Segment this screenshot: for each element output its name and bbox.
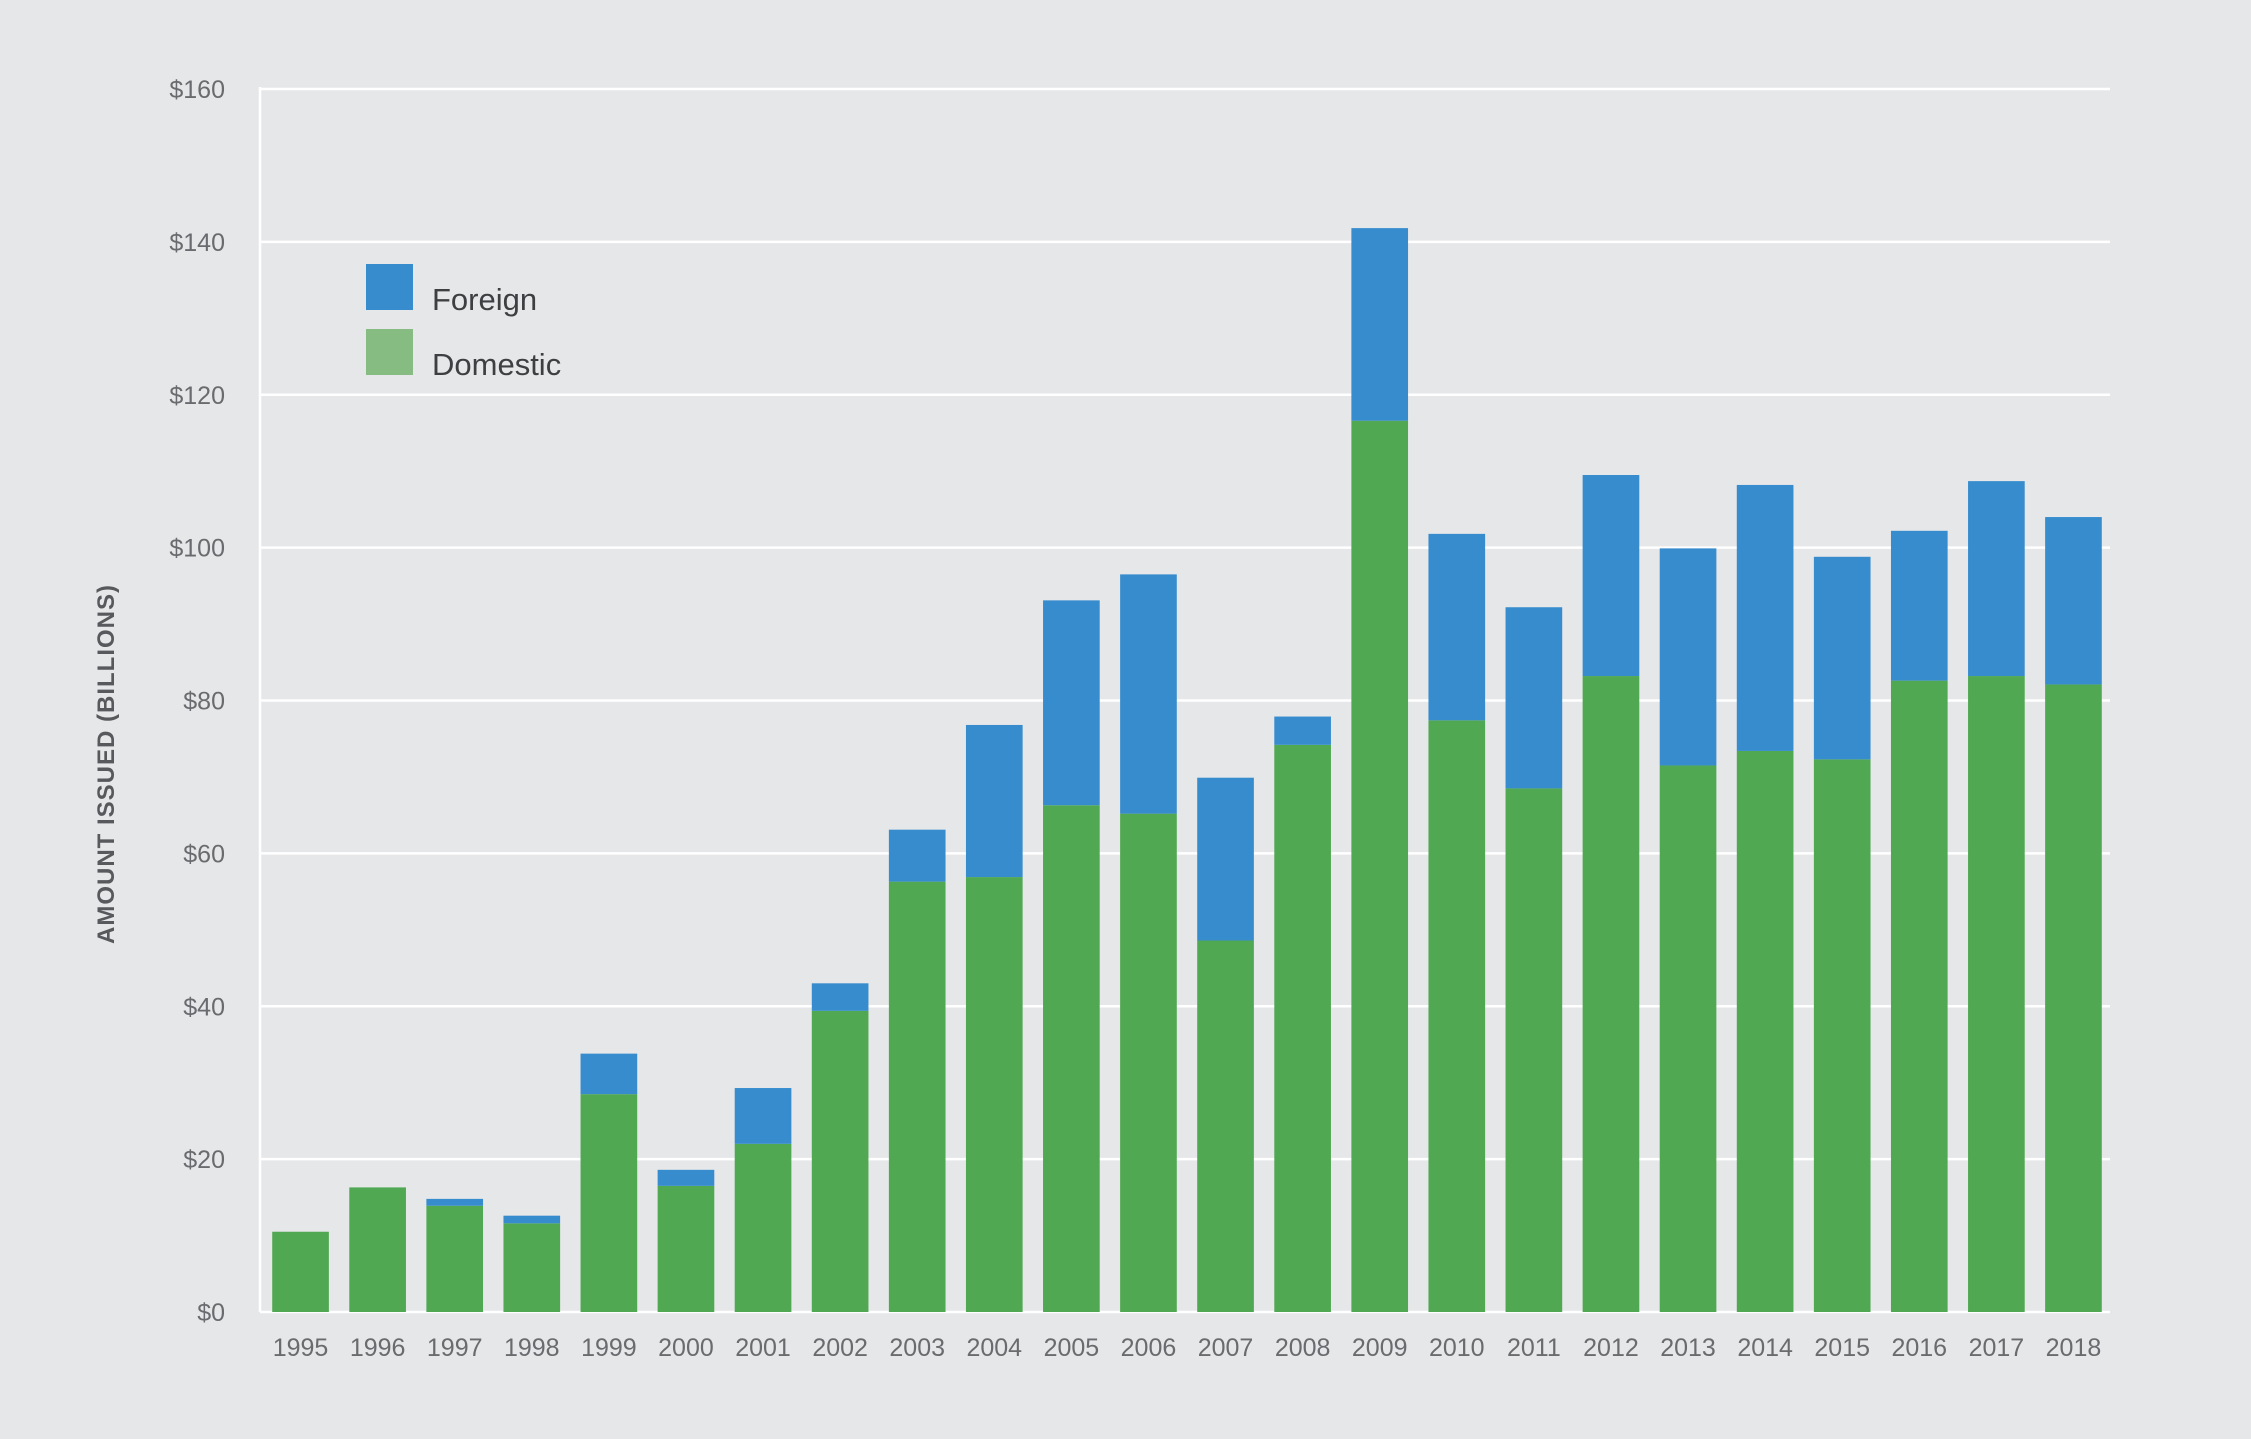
legend-swatch-domestic [366, 329, 413, 375]
y-tick-label: $40 [183, 993, 225, 1021]
bar-domestic-2018 [2045, 684, 2102, 1312]
y-tick-labels: $0 $20 $40 $60 $80 $100 $120 $140 $160 [169, 76, 225, 1327]
bar-foreign-2008 [1274, 716, 1331, 745]
x-tick-label: 1999 [581, 1334, 637, 1362]
x-tick-label: 1995 [273, 1334, 329, 1362]
bar-domestic-2016 [1890, 680, 1948, 1312]
bar-domestic-2013 [1659, 765, 1717, 1312]
bar-domestic-2008 [1274, 744, 1331, 1312]
bar-foreign-1998 [503, 1215, 561, 1224]
bar-foreign-2009 [1351, 228, 1409, 421]
x-tick-label: 2018 [2046, 1334, 2102, 1362]
y-tick-label: $20 [183, 1146, 225, 1174]
x-tick-label: 2011 [1507, 1334, 1561, 1362]
x-tick-label: 2017 [1969, 1334, 2025, 1362]
x-tick-label: 2010 [1429, 1334, 1485, 1362]
bar-domestic-2007 [1197, 940, 1254, 1312]
x-tick-label: 2002 [812, 1334, 868, 1362]
y-tick-label: $80 [183, 688, 225, 716]
bar-foreign-2014 [1736, 484, 1794, 751]
bar-foreign-2012 [1582, 475, 1640, 677]
bar-foreign-1997 [426, 1198, 484, 1206]
legend-label-foreign: Foreign [432, 282, 537, 317]
bar-domestic-2003 [888, 881, 946, 1312]
bar-domestic-2001 [734, 1143, 792, 1312]
x-tick-label: 2003 [889, 1334, 945, 1362]
bar-foreign-2006 [1120, 574, 1177, 814]
x-tick-label: 2014 [1737, 1334, 1793, 1362]
gridlines [258, 87, 2110, 1314]
x-tick-label: 1997 [427, 1334, 483, 1362]
y-axis-label: AMOUNT ISSUED (BILLIONS) [93, 584, 120, 944]
bar-foreign-2007 [1197, 777, 1254, 941]
x-tick-label: 2006 [1121, 1334, 1177, 1362]
bar-foreign-2005 [1043, 600, 1100, 806]
bar-domestic-2009 [1351, 420, 1409, 1312]
bar-foreign-2013 [1659, 548, 1717, 766]
bar-foreign-2010 [1428, 533, 1486, 721]
legend: Foreign Domestic [366, 264, 561, 382]
bar-domestic-2015 [1813, 759, 1871, 1312]
bar-foreign-2016 [1890, 530, 1948, 681]
x-tick-label: 2004 [966, 1334, 1022, 1362]
bar-domestic-1995 [272, 1231, 329, 1312]
x-tick-labels: 1995 1996 1997 1998 1999 2000 2001 2002 2003 2004… [273, 1334, 2102, 1362]
x-tick-label: 2016 [1891, 1334, 1947, 1362]
bar-domestic-2005 [1043, 805, 1100, 1312]
legend-label-domestic: Domestic [432, 347, 561, 382]
x-tick-label: 2007 [1198, 1334, 1254, 1362]
y-tick-label: $60 [183, 840, 225, 868]
bar-foreign-2001 [734, 1088, 792, 1144]
bar-domestic-2002 [811, 1010, 869, 1312]
bar-foreign-2011 [1505, 607, 1563, 789]
bar-domestic-2011 [1505, 788, 1563, 1312]
bar-domestic-1997 [426, 1205, 484, 1312]
bar-domestic-2017 [1968, 676, 2025, 1312]
x-tick-label: 2009 [1352, 1334, 1408, 1362]
bar-foreign-2015 [1813, 556, 1871, 760]
bar-domestic-1998 [503, 1223, 561, 1312]
bars [272, 228, 2102, 1312]
bar-domestic-2004 [965, 877, 1023, 1312]
bar-foreign-2003 [888, 829, 946, 882]
bar-domestic-2010 [1428, 720, 1486, 1312]
x-tick-label: 2012 [1583, 1334, 1639, 1362]
bar-domestic-2012 [1582, 676, 1640, 1312]
bar-foreign-1999 [580, 1053, 638, 1095]
y-tick-label: $100 [169, 535, 225, 563]
bar-domestic-2014 [1736, 750, 1794, 1312]
bar-domestic-1996 [349, 1187, 406, 1312]
bar-foreign-2018 [2045, 517, 2102, 685]
bar-domestic-2006 [1120, 813, 1177, 1312]
x-tick-label: 2015 [1814, 1334, 1870, 1362]
bar-foreign-2004 [965, 724, 1023, 878]
bar-domestic-2000 [657, 1185, 715, 1312]
bar-domestic-1999 [580, 1094, 638, 1312]
x-tick-label: 2008 [1275, 1334, 1331, 1362]
bar-foreign-2002 [811, 983, 869, 1011]
x-tick-label: 1996 [350, 1334, 406, 1362]
legend-swatch-foreign [366, 264, 413, 310]
x-tick-label: 2005 [1044, 1334, 1100, 1362]
x-tick-label: 2001 [735, 1334, 791, 1362]
x-tick-label: 2013 [1660, 1334, 1716, 1362]
x-tick-label: 2000 [658, 1334, 714, 1362]
bar-foreign-2017 [1968, 481, 2025, 677]
y-tick-label: $140 [169, 229, 225, 257]
y-tick-label: $160 [169, 76, 225, 104]
x-tick-label: 1998 [504, 1334, 560, 1362]
bar-foreign-2000 [657, 1169, 715, 1186]
y-tick-label: $120 [169, 382, 225, 410]
y-tick-label: $0 [197, 1299, 225, 1327]
